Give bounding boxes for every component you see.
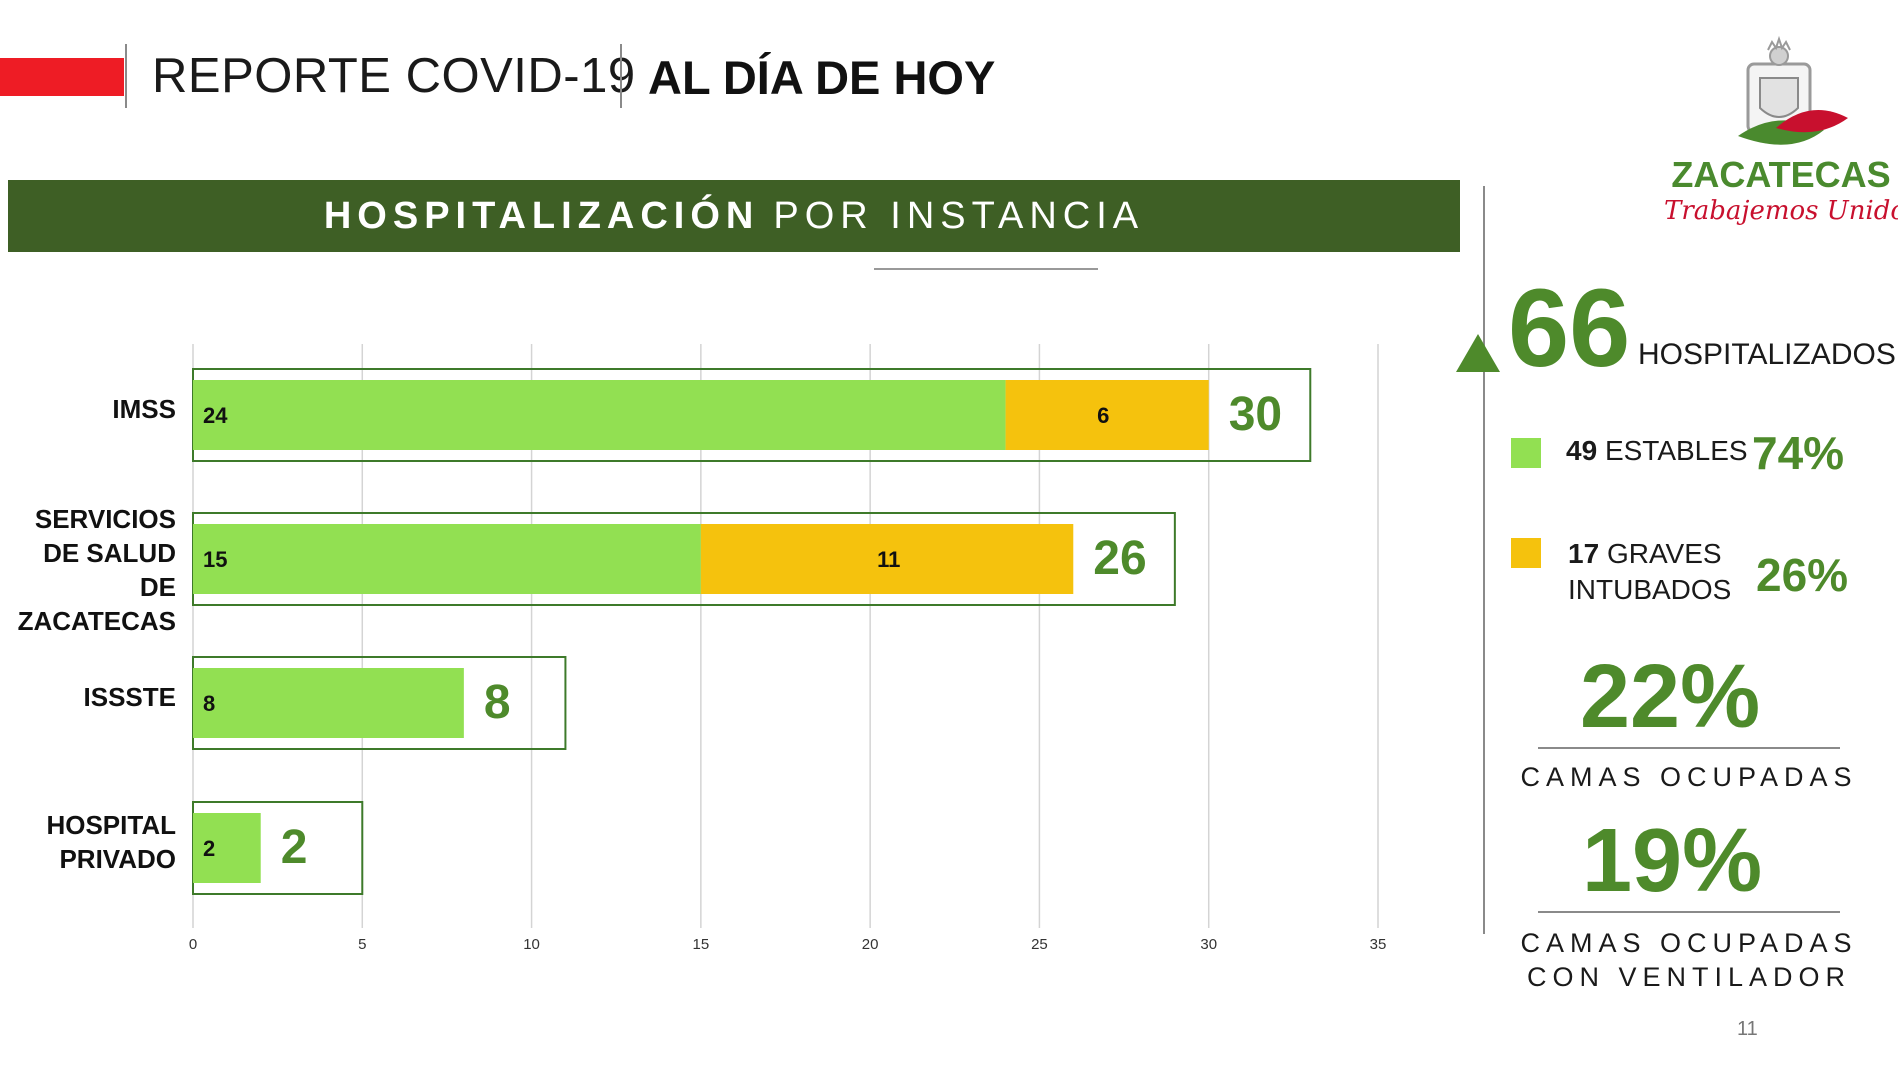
bar-outline-3 <box>192 801 364 895</box>
stable-percent: 74% <box>1752 427 1845 479</box>
severe-text: GRAVES <box>1606 538 1722 569</box>
x-tick-label-15: 15 <box>692 936 710 953</box>
stable-legend-swatch <box>1511 438 1541 468</box>
category-label-0: IMSS <box>112 394 176 424</box>
severe-count: 17 <box>1568 538 1600 569</box>
bar-outline-1 <box>192 512 1176 606</box>
beds-occupied-label: CAMAS OCUPADAS <box>1520 762 1858 792</box>
x-tick-label-20: 20 <box>861 936 879 953</box>
bar-segment-1-0 <box>193 524 701 594</box>
stable-text: ESTABLES <box>1604 435 1748 466</box>
severe-percent: 26% <box>1756 549 1849 601</box>
bar-total-label-2: 8 <box>483 676 511 729</box>
logo-wordmark: ZACATECAS <box>1671 154 1891 195</box>
category-label-1: SERVICIOS DE SALUD DE ZACATECAS <box>17 504 176 636</box>
report-title: REPORTE COVID-19 <box>152 49 636 103</box>
up-arrow-icon <box>1456 334 1500 372</box>
red-accent-bar <box>0 58 124 96</box>
zacatecas-logo: ZACATECAS Trabajemos Unidos <box>1664 35 1898 246</box>
x-tick-label-10: 10 <box>523 936 540 953</box>
bar-value-label-3-0: 2 <box>203 836 216 861</box>
category-label-3: HOSPITAL PRIVADO <box>46 810 176 874</box>
bar-value-label-0-0: 24 <box>203 403 228 428</box>
total-hospitalized: 66 <box>1508 267 1631 390</box>
x-tick-label-5: 5 <box>358 936 367 953</box>
x-tick-label-35: 35 <box>1369 936 1387 953</box>
header-divider <box>620 44 622 108</box>
stable-count: 49 <box>1566 435 1598 466</box>
total-hospitalized-label: HOSPITALIZADOS <box>1638 338 1896 371</box>
beds-rule <box>1538 747 1840 749</box>
logo-tagline: Trabajemos Unidos <box>1664 196 1898 226</box>
x-tick-label-25: 25 <box>1031 936 1048 953</box>
severe-legend-swatch <box>1511 538 1541 568</box>
x-tick-label-30: 30 <box>1200 936 1218 953</box>
report-subtitle: AL DÍA DE HOY <box>648 51 996 104</box>
section-banner: HOSPITALIZACIÓN POR INSTANCIA <box>8 180 1460 252</box>
bar-total-label-3: 2 <box>280 821 308 874</box>
stable-label: 49 ESTABLES <box>1566 435 1748 467</box>
bar-value-label-1-1: 11 <box>877 547 901 572</box>
banner-underline <box>874 268 1098 270</box>
ventilator-label-1: CAMAS OCUPADAS <box>1520 928 1858 958</box>
bar-total-label-0: 30 <box>1228 388 1283 441</box>
beds-occupied-percent: 22% <box>1580 647 1761 747</box>
bar-segment-0-0 <box>193 380 1006 450</box>
ventilator-rule <box>1538 911 1840 913</box>
x-tick-label-0: 0 <box>188 936 198 953</box>
bar-value-label-2-0: 8 <box>203 691 216 716</box>
banner-title-bold: HOSPITALIZACIÓN <box>323 194 760 237</box>
category-label-2: ISSSTE <box>83 682 176 712</box>
side-divider <box>1483 186 1485 934</box>
bar-value-label-0-1: 6 <box>1097 403 1110 428</box>
ventilator-beds-percent: 19% <box>1582 811 1763 911</box>
severe-text-2: INTUBADOS <box>1568 574 1732 605</box>
ventilator-label-2: CON VENTILADOR <box>1526 962 1852 992</box>
page-number: 11 <box>1737 1018 1758 1040</box>
bar-segment-2-0 <box>193 668 464 738</box>
coat-of-arms-icon <box>1738 35 1848 145</box>
bar-outline-0 <box>192 368 1312 462</box>
bar-total-label-1: 26 <box>1093 532 1147 585</box>
banner-title-light: POR INSTANCIA <box>773 194 1145 237</box>
header-divider-left <box>125 44 127 108</box>
severe-label: 17 GRAVES <box>1568 538 1722 570</box>
bar-value-label-1-0: 15 <box>203 547 228 572</box>
